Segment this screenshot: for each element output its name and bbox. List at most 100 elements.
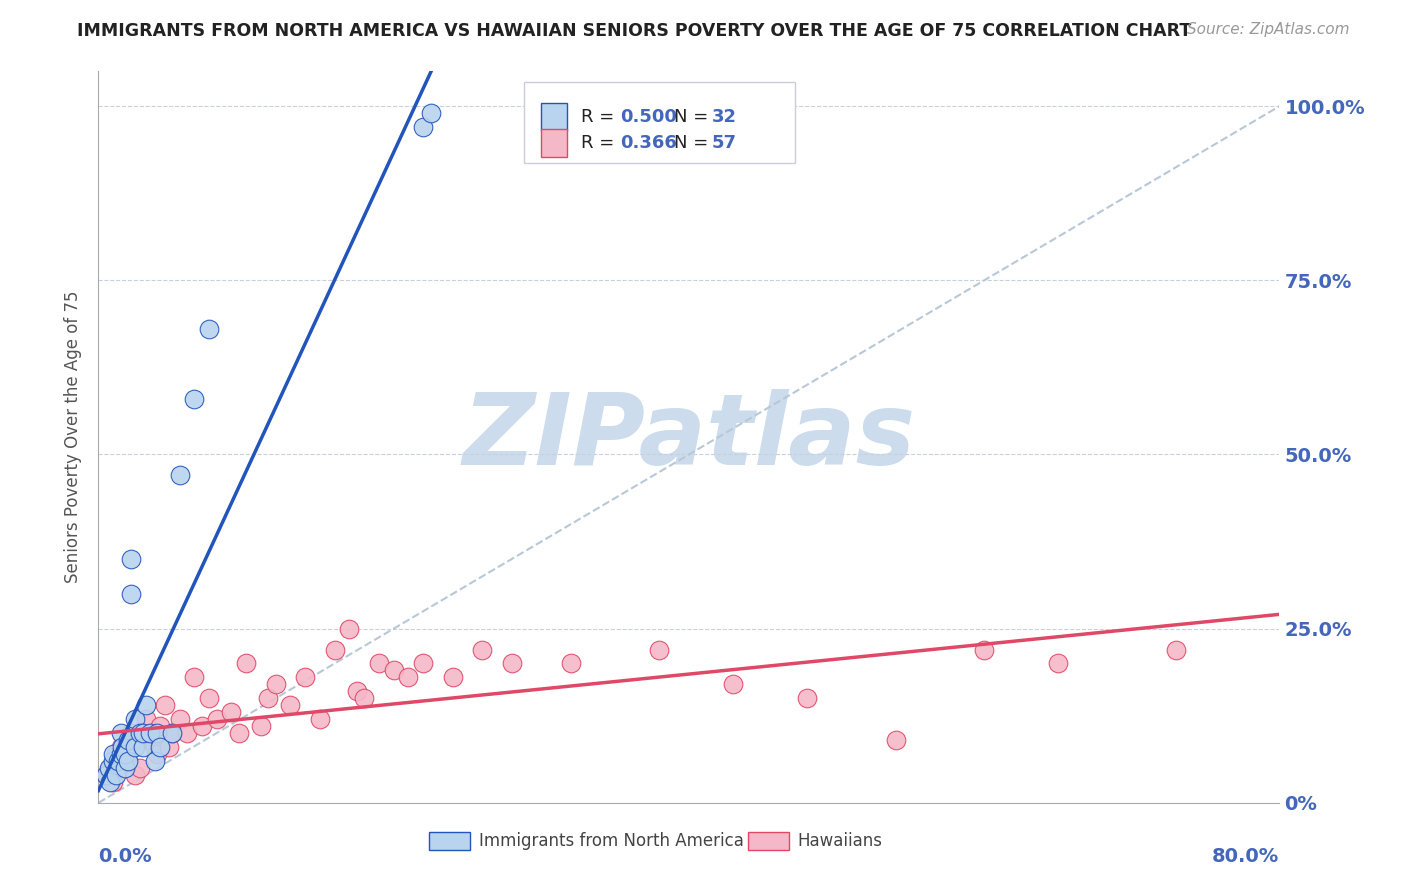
Point <box>146 726 169 740</box>
Point <box>135 712 157 726</box>
Point <box>169 468 191 483</box>
Point <box>973 642 995 657</box>
Point <box>124 740 146 755</box>
FancyBboxPatch shape <box>748 832 789 850</box>
FancyBboxPatch shape <box>541 129 567 157</box>
Point <box>124 712 146 726</box>
Text: R =: R = <box>582 134 620 152</box>
Point <box>398 670 420 684</box>
Point <box>132 740 155 755</box>
Point <box>382 664 405 678</box>
Text: ZIPatlas: ZIPatlas <box>463 389 915 485</box>
Text: Immigrants from North America: Immigrants from North America <box>478 832 744 850</box>
Text: N =: N = <box>673 134 714 152</box>
FancyBboxPatch shape <box>541 103 567 130</box>
Point <box>139 726 162 740</box>
Point <box>110 747 132 761</box>
Point <box>294 670 316 684</box>
Point <box>103 775 125 789</box>
Point <box>157 740 180 755</box>
Point <box>135 698 157 713</box>
Point <box>309 712 332 726</box>
Point <box>205 712 228 726</box>
Point <box>143 740 166 755</box>
Point <box>250 719 273 733</box>
Point <box>162 726 183 740</box>
Point <box>128 761 150 775</box>
Point <box>323 642 346 657</box>
Point <box>191 719 214 733</box>
Text: 32: 32 <box>711 108 737 126</box>
Point <box>368 657 391 671</box>
Point <box>110 726 132 740</box>
Text: Source: ZipAtlas.com: Source: ZipAtlas.com <box>1187 22 1350 37</box>
Point <box>169 712 191 726</box>
Point <box>501 657 523 671</box>
Y-axis label: Seniors Poverty Over the Age of 75: Seniors Poverty Over the Age of 75 <box>65 291 83 583</box>
Point <box>339 622 361 636</box>
Point <box>149 719 172 733</box>
FancyBboxPatch shape <box>523 82 796 163</box>
Point <box>117 740 139 755</box>
Point <box>98 775 121 789</box>
Point <box>128 726 150 740</box>
Point <box>280 698 302 713</box>
Point <box>111 761 134 775</box>
Point <box>124 733 146 747</box>
Point <box>143 754 166 768</box>
Point <box>183 392 205 406</box>
Point <box>221 705 243 719</box>
Point <box>120 726 142 740</box>
Point <box>257 691 280 706</box>
Point <box>560 657 582 671</box>
Point <box>412 120 434 134</box>
Text: 0.366: 0.366 <box>620 134 678 152</box>
Point <box>110 740 132 755</box>
Text: Hawaiians: Hawaiians <box>797 832 883 850</box>
Point <box>198 691 221 706</box>
Point <box>183 670 205 684</box>
Point <box>94 768 117 782</box>
FancyBboxPatch shape <box>429 832 471 850</box>
Point <box>162 726 183 740</box>
Point <box>884 733 907 747</box>
Point <box>114 747 136 761</box>
Point <box>120 552 142 566</box>
Point <box>117 733 139 747</box>
Text: 57: 57 <box>711 134 737 152</box>
Point <box>98 761 121 775</box>
Point <box>107 754 129 768</box>
Point <box>176 726 198 740</box>
Point <box>132 726 155 740</box>
Point <box>105 747 128 761</box>
Point <box>146 747 169 761</box>
Point <box>105 768 128 782</box>
Point <box>796 691 818 706</box>
Text: 0.0%: 0.0% <box>98 847 152 866</box>
Text: 0.500: 0.500 <box>620 108 678 126</box>
Point <box>117 754 139 768</box>
Point <box>419 106 441 120</box>
Point <box>107 754 129 768</box>
Point <box>198 322 221 336</box>
Point <box>153 698 176 713</box>
Point <box>441 670 464 684</box>
Point <box>1166 642 1188 657</box>
Point <box>346 684 368 698</box>
Point <box>120 587 142 601</box>
Text: R =: R = <box>582 108 620 126</box>
Point <box>139 733 162 747</box>
Text: IMMIGRANTS FROM NORTH AMERICA VS HAWAIIAN SENIORS POVERTY OVER THE AGE OF 75 COR: IMMIGRANTS FROM NORTH AMERICA VS HAWAIIA… <box>77 22 1191 40</box>
Point <box>471 642 494 657</box>
Point <box>114 747 136 761</box>
Point <box>117 754 139 768</box>
Point <box>114 761 136 775</box>
Point <box>648 642 671 657</box>
Point <box>94 768 117 782</box>
Point <box>264 677 287 691</box>
Text: 80.0%: 80.0% <box>1212 847 1279 866</box>
Point <box>228 726 250 740</box>
Point <box>235 657 257 671</box>
Point <box>103 754 125 768</box>
Point <box>103 747 125 761</box>
